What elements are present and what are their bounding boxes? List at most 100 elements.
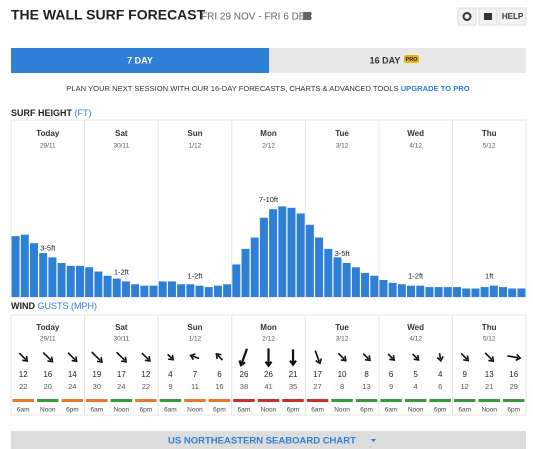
wind-speed: 12 bbox=[141, 370, 150, 379]
wind-speed: 9 bbox=[462, 370, 467, 379]
surf-bar bbox=[223, 284, 232, 297]
tab-label: 16 DAY bbox=[370, 55, 401, 65]
gear-icon bbox=[462, 12, 472, 21]
wind-gust: 29 bbox=[510, 382, 518, 391]
pro-badge bbox=[404, 55, 419, 63]
surf-bar bbox=[39, 253, 48, 297]
wind-gust: 21 bbox=[485, 382, 493, 391]
wind-arrow bbox=[387, 353, 396, 361]
wind-rating bbox=[61, 399, 84, 402]
wind-arrow bbox=[18, 352, 29, 362]
surf-bar bbox=[508, 288, 517, 297]
day-date: 5/12 bbox=[483, 143, 496, 150]
surf-bar bbox=[29, 243, 38, 297]
wind-rating bbox=[184, 399, 206, 402]
wind-rating bbox=[159, 399, 182, 402]
wind-speed: 12 bbox=[19, 370, 28, 379]
wind-arrow bbox=[215, 353, 224, 361]
surf-label: 1-2ft bbox=[187, 272, 203, 281]
chart-link-button[interactable] bbox=[11, 431, 526, 449]
wind-gust: 20 bbox=[44, 382, 52, 391]
surf-bar bbox=[131, 284, 140, 297]
surf-bar bbox=[489, 285, 498, 297]
time-label: 6am bbox=[164, 407, 177, 414]
day-date: 2/12 bbox=[262, 143, 275, 150]
surf-bar bbox=[453, 287, 462, 297]
day-date: 5/12 bbox=[483, 336, 496, 343]
wind-speed: 19 bbox=[92, 370, 101, 379]
wind-arrow bbox=[42, 351, 54, 363]
day-date: 29/11 bbox=[40, 336, 56, 343]
wind-title: WIND GUSTS (MPH) bbox=[11, 301, 97, 311]
wind-rating bbox=[86, 399, 108, 402]
time-label: 6pm bbox=[213, 407, 226, 414]
wind-speed: 7 bbox=[193, 370, 198, 379]
day-name: Sun bbox=[187, 323, 202, 332]
wind-speed: 26 bbox=[264, 370, 273, 379]
wind-rating bbox=[257, 399, 280, 402]
wind-gust: 6 bbox=[438, 382, 442, 391]
surf-bar bbox=[443, 287, 452, 297]
time-label: Noon bbox=[408, 407, 424, 414]
surf-bar bbox=[342, 263, 351, 297]
wind-speed: 26 bbox=[240, 370, 249, 379]
day-name: Today bbox=[36, 323, 60, 332]
day-date: 4/12 bbox=[409, 143, 422, 150]
surf-bar bbox=[57, 263, 66, 297]
wind-rating bbox=[429, 399, 451, 402]
wind-speed: 17 bbox=[117, 370, 126, 379]
wind-rating bbox=[233, 399, 255, 402]
wind-rating bbox=[135, 399, 157, 402]
tab-16day[interactable] bbox=[269, 48, 526, 73]
wind-gust: 9 bbox=[389, 382, 393, 391]
help-button[interactable] bbox=[498, 7, 527, 26]
wind-arrow bbox=[91, 351, 103, 364]
wind-arrow bbox=[314, 350, 323, 365]
surf-bar bbox=[370, 275, 379, 297]
surf-bar bbox=[241, 248, 250, 297]
wind-gust: 24 bbox=[117, 382, 125, 391]
time-label: 6pm bbox=[360, 407, 373, 414]
day-name: Sat bbox=[115, 129, 128, 138]
surf-bar bbox=[94, 271, 103, 297]
caret bbox=[371, 439, 376, 442]
day-date: 1/12 bbox=[189, 143, 202, 150]
wind-rating bbox=[453, 399, 476, 402]
settings-button[interactable] bbox=[457, 7, 477, 26]
chart-link[interactable]: US NORTHEASTERN SEABOARD CHART bbox=[168, 436, 356, 447]
wind-unit: GUSTS (MPH) bbox=[38, 301, 98, 311]
day-date: 4/12 bbox=[409, 336, 422, 343]
time-label: 6pm bbox=[140, 407, 153, 414]
surf-bar bbox=[278, 206, 287, 297]
wind-gust: 13 bbox=[362, 382, 370, 391]
surf-bar bbox=[48, 257, 57, 297]
wind-arrow bbox=[484, 352, 495, 363]
time-label: Noon bbox=[187, 407, 203, 414]
surf-bar bbox=[333, 257, 342, 297]
wind-speed: 5 bbox=[413, 370, 418, 379]
promo-link[interactable]: UPGRADE TO PRO bbox=[401, 84, 470, 93]
day-date: 2/12 bbox=[262, 336, 275, 343]
wind-rating bbox=[478, 399, 500, 402]
wind-gust: 41 bbox=[264, 382, 272, 391]
wind-rating bbox=[404, 399, 427, 402]
day-date: 29/11 bbox=[40, 143, 56, 150]
surf-bar bbox=[195, 285, 204, 297]
surf-label: 1ft bbox=[485, 272, 494, 281]
wind-frame bbox=[10, 314, 527, 416]
wind-gust: 4 bbox=[414, 382, 418, 391]
wind-arrow bbox=[238, 348, 248, 367]
tab-7day[interactable] bbox=[11, 48, 269, 73]
surf-bar bbox=[213, 285, 222, 297]
surf-frame bbox=[10, 119, 527, 298]
time-label: Noon bbox=[261, 407, 277, 414]
pro-badge-label: PRO bbox=[406, 57, 419, 63]
wind-speed: 17 bbox=[313, 370, 322, 379]
surf-bar bbox=[186, 284, 195, 297]
dates: FRI 29 NOV - FRI 6 DEC bbox=[201, 12, 313, 23]
wind-speed: 14 bbox=[68, 370, 77, 379]
wind-rating bbox=[306, 399, 329, 402]
wind-arrow bbox=[167, 353, 175, 361]
wind-speed: 16 bbox=[509, 370, 518, 379]
wind-speed: 6 bbox=[389, 370, 394, 379]
